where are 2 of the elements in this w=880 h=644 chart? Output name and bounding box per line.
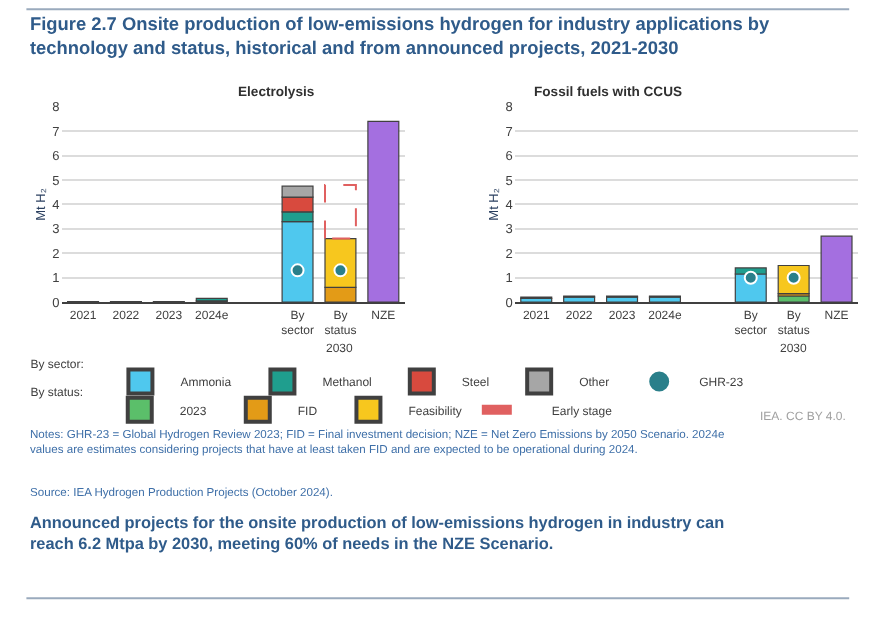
- text: Announced projects for the onsite production of low-emissions hydrogen in industry can reach 6.2 Mtpa by 2030, meeting 60% of needs in the NZE Scenario.: [30, 514, 725, 554]
- text: Figure 2.7 Onsite production of low-emissions hydrogen for industry applications by technology and status, historical and from announced projects, 2021-2030: [30, 14, 771, 58]
